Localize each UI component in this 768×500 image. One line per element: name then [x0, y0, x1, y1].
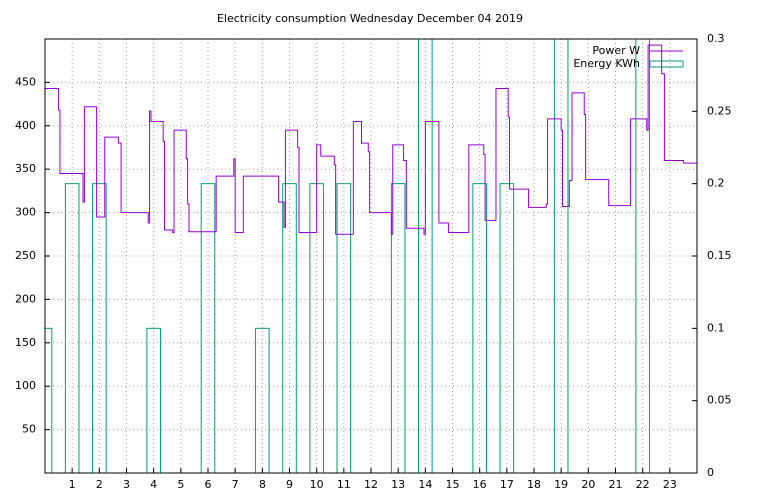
- energy-box: [553, 39, 569, 473]
- energy-box: [64, 183, 80, 473]
- energy-box: [146, 327, 161, 473]
- x-tick-label: 19: [554, 478, 568, 491]
- power-line: [45, 44, 697, 235]
- y-tick-label: 450: [15, 75, 36, 88]
- y2-tick-label: 0.1: [707, 321, 725, 334]
- x-tick-label: 22: [636, 478, 650, 491]
- y2-tick-label: 0.3: [707, 32, 725, 45]
- x-tick-label: 20: [581, 478, 595, 491]
- energy-box: [255, 327, 270, 473]
- x-tick-label: 18: [527, 478, 541, 491]
- energy-box: [200, 183, 216, 473]
- x-tick-label: 3: [123, 478, 130, 491]
- x-tick-label: 10: [310, 478, 324, 491]
- legend-label: Power W: [592, 44, 640, 57]
- y-tick-label: 300: [15, 206, 36, 219]
- energy-box: [499, 183, 515, 473]
- x-tick-label: 15: [446, 478, 460, 491]
- x-tick-label: 6: [205, 478, 212, 491]
- x-tick-label: 9: [286, 478, 293, 491]
- energy-box: [390, 183, 406, 473]
- grid: [45, 39, 697, 473]
- x-tick-label: 2: [96, 478, 103, 491]
- energy-box: [92, 183, 107, 473]
- y-tick-label: 50: [22, 423, 36, 436]
- x-tick-label: 1: [69, 478, 76, 491]
- y-tick-label: 350: [15, 162, 36, 175]
- x-tick-label: 11: [337, 478, 351, 491]
- x-tick-label: 4: [150, 478, 157, 491]
- y-tick-label: 200: [15, 292, 36, 305]
- energy-box: [45, 327, 53, 473]
- y-tick-label: 150: [15, 336, 36, 349]
- energy-box: [418, 39, 433, 473]
- x-tick-label: 17: [500, 478, 514, 491]
- chart-title: Electricity consumption Wednesday Decemb…: [217, 12, 523, 25]
- y2-tick-label: 0: [707, 466, 714, 479]
- y-tick-label: 100: [15, 379, 36, 392]
- energy-box: [336, 183, 352, 473]
- legend-label: Energy KWh: [573, 57, 640, 70]
- x-tick-label: 21: [609, 478, 623, 491]
- y2-tick-label: 0.2: [707, 177, 725, 190]
- y2-tick-label: 0.15: [707, 249, 732, 262]
- x-tick-label: 5: [177, 478, 184, 491]
- energy-box: [635, 39, 650, 473]
- x-tick-label: 13: [391, 478, 405, 491]
- x-tick-label: 8: [259, 478, 266, 491]
- energy-box: [282, 183, 297, 473]
- y2-tick-label: 0.05: [707, 394, 732, 407]
- plot-data: [45, 39, 697, 473]
- x-tick-label: 16: [473, 478, 487, 491]
- y-tick-label: 400: [15, 119, 36, 132]
- y-tick-label: 250: [15, 249, 36, 262]
- legend-swatch: [649, 60, 684, 68]
- energy-box: [472, 183, 487, 473]
- x-tick-label: 12: [364, 478, 378, 491]
- x-tick-label: 7: [232, 478, 239, 491]
- x-tick-label: 23: [663, 478, 677, 491]
- y2-tick-label: 0.25: [707, 104, 732, 117]
- x-tick-label: 14: [418, 478, 432, 491]
